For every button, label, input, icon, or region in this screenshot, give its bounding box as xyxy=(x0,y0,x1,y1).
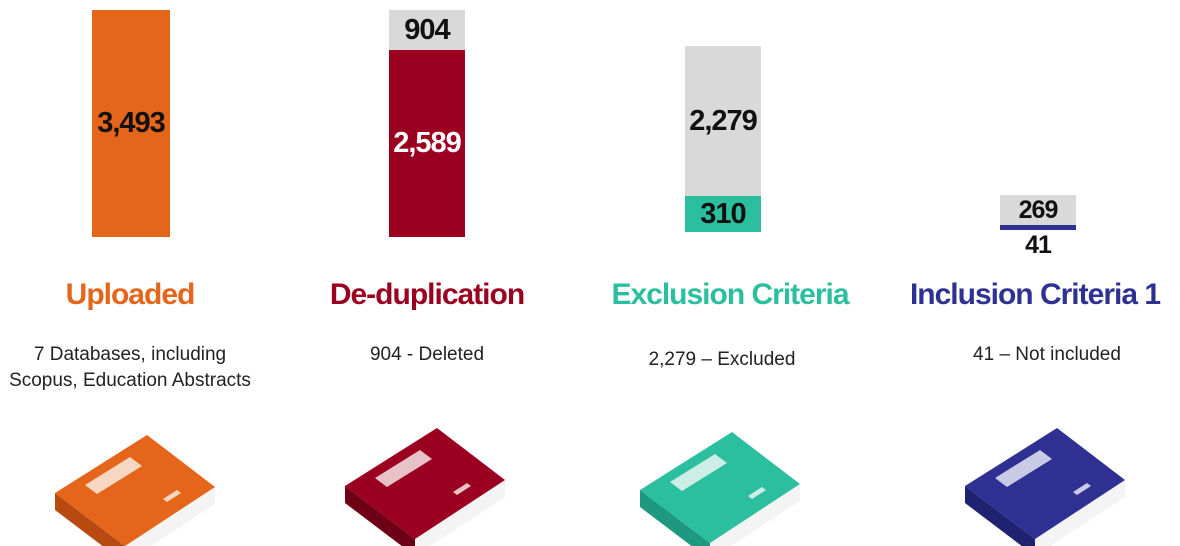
stage-description: 904 - Deleted xyxy=(369,344,485,365)
stage-description: 41 – Not included xyxy=(973,344,1121,365)
book-icon xyxy=(345,428,505,546)
stage-description: 7 Databases, including Scopus, Education… xyxy=(9,344,251,391)
stage-title: Exclusion Criteria xyxy=(611,278,849,311)
book-icon xyxy=(55,435,215,546)
bar-segment: 2,279 xyxy=(685,46,761,196)
book-icon xyxy=(640,432,800,546)
bar-segment: 2,589 xyxy=(389,50,465,237)
book-icon xyxy=(965,428,1125,546)
bar-segment-line xyxy=(1000,225,1076,230)
stage-title: Inclusion Criteria 1 xyxy=(909,278,1161,311)
bar-segment: 269 xyxy=(1000,195,1076,225)
bar-segment: 904 xyxy=(389,10,465,50)
stage-title: Uploaded xyxy=(65,278,196,311)
bar-segment: 41 xyxy=(1025,230,1052,259)
stage-title: De-duplication xyxy=(329,278,525,311)
bar-segment: 310 xyxy=(685,196,761,232)
bar-segment: 3,493 xyxy=(92,10,170,237)
stage-description: 2,279 – Excluded xyxy=(648,349,796,370)
